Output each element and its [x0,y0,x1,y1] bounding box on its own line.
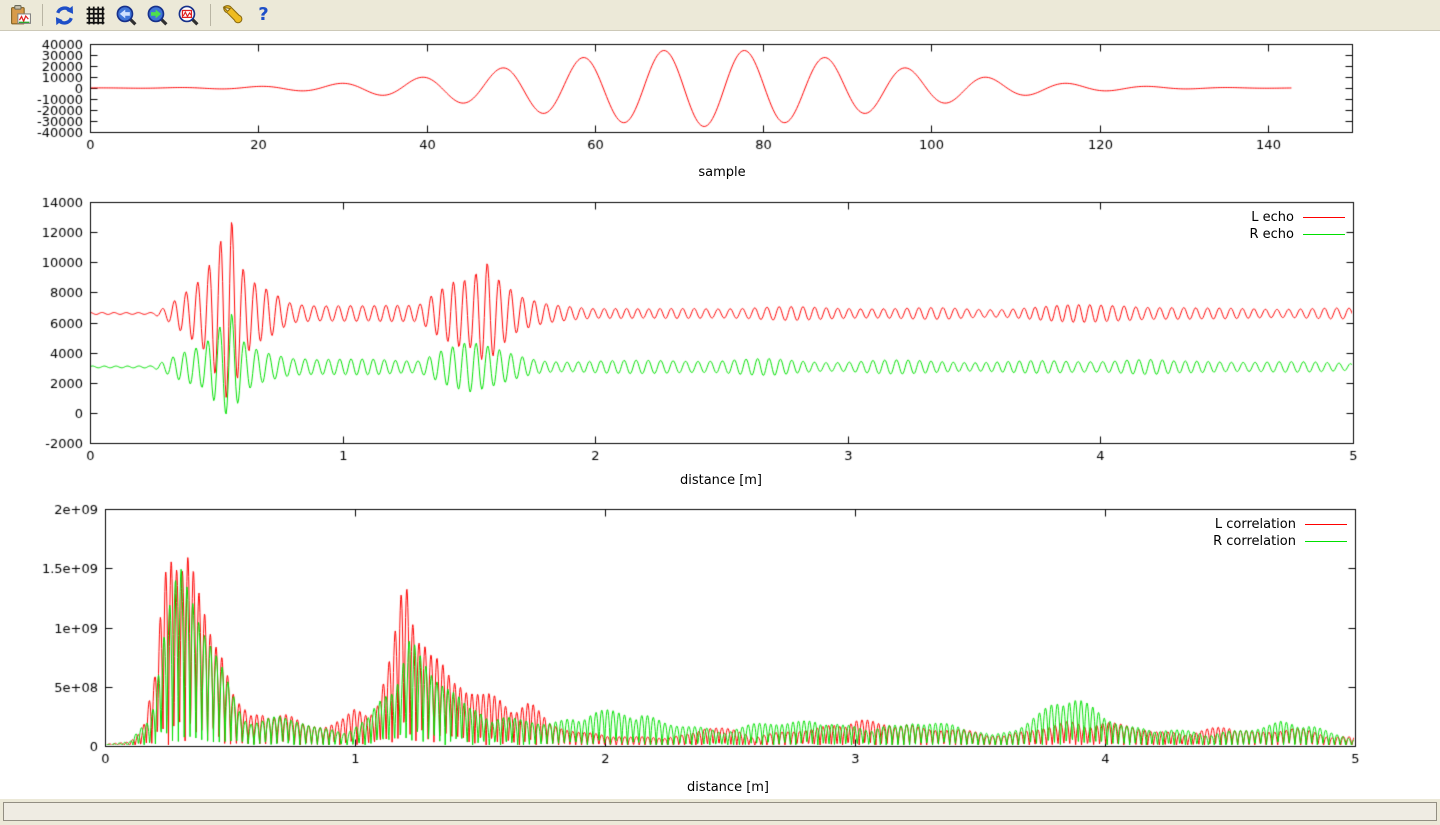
legend-label: R echo [1249,227,1294,242]
help-icon: ? [258,4,269,25]
legend-entry: R echo [1249,228,1345,241]
legend-entry: R correlation [1213,535,1347,548]
autoscale-icon [178,5,199,25]
zoom-previous-icon [116,5,137,25]
copy-to-clipboard-icon [11,4,31,24]
wrench-icon [222,4,243,23]
grid-icon [86,6,105,24]
toolbar: ? [0,0,1440,31]
legend-line-sample [1305,524,1347,525]
settings-button[interactable] [219,2,246,29]
legend-entry: L echo [1251,211,1345,224]
zoom-next-button[interactable] [144,2,171,29]
legend-label: L echo [1251,210,1294,225]
zoom-next-icon [147,5,168,25]
plot3-xlabel: distance [m] [686,780,770,795]
legend-line-sample [1303,234,1345,235]
toolbar-separator [42,4,43,26]
plot3-legend: L correlation R correlation [1213,518,1347,548]
legend-label: L correlation [1214,517,1296,532]
plot2-xlabel: distance [m] [679,473,763,488]
help-button[interactable]: ? [250,2,277,29]
copy-to-clipboard-button[interactable] [7,2,34,29]
toolbar-separator [210,4,211,26]
legend-line-sample [1303,217,1345,218]
legend-label: R correlation [1213,534,1296,549]
toggle-grid-button[interactable] [82,2,109,29]
zoom-previous-button[interactable] [113,2,140,29]
plot1-xlabel: sample [698,165,746,180]
status-bar [0,799,1440,825]
legend-entry: L correlation [1215,518,1347,531]
replot-icon [55,5,74,25]
plot2-legend: L echo R echo [1249,211,1345,241]
plots-canvas[interactable] [0,31,1440,799]
plot-area: sample distance [m] distance [m] L echo … [0,31,1440,799]
replot-button[interactable] [51,2,78,29]
status-message [3,802,1437,821]
legend-line-sample [1305,541,1347,542]
apply-autoscale-button[interactable] [175,2,202,29]
